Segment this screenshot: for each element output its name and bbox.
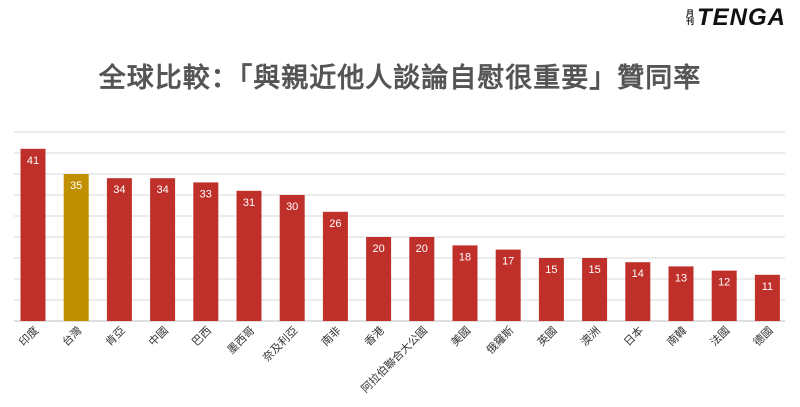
data-label: 34 <box>156 184 168 196</box>
category-label: 法國 <box>707 323 732 348</box>
category-label: 南韓 <box>664 324 689 349</box>
chart-title: 全球比較：「與親近他人談論自慰很重要」贊同率 <box>98 63 702 94</box>
bar <box>236 190 262 321</box>
data-label: 31 <box>243 197 255 209</box>
bar <box>322 211 348 321</box>
category-label: 印度 <box>16 323 41 348</box>
bar <box>193 182 219 321</box>
data-label: 35 <box>70 180 82 192</box>
logo-small-text: 月 刊 <box>686 10 694 26</box>
logo-small-bottom: 刊 <box>686 17 694 26</box>
data-label: 20 <box>372 243 384 255</box>
category-label: 英國 <box>534 323 559 348</box>
brand-logo: 月 刊 TENGA <box>686 4 786 32</box>
bar <box>668 266 694 321</box>
bar <box>452 245 478 321</box>
data-label: 18 <box>459 251 471 263</box>
bar <box>711 270 737 321</box>
category-label: 中國 <box>146 324 171 349</box>
bar <box>538 258 564 321</box>
data-label: 17 <box>502 256 514 268</box>
grid-lines <box>14 131 785 322</box>
category-label: 日本 <box>621 323 646 348</box>
data-label: 14 <box>632 268 644 280</box>
data-label: 15 <box>588 264 600 276</box>
category-label: 德國 <box>750 323 775 348</box>
category-label: 奈及利亞 <box>259 323 300 364</box>
category-label: 澳洲 <box>578 324 603 349</box>
category-label: 台灣 <box>59 323 84 348</box>
category-label: 香港 <box>362 324 387 349</box>
logo-small-top: 月 <box>686 9 694 18</box>
data-label: 33 <box>200 188 212 200</box>
data-label: 30 <box>286 201 298 213</box>
data-label: 13 <box>675 272 687 284</box>
category-label: 俄羅斯 <box>484 324 517 357</box>
data-label: 26 <box>329 218 341 230</box>
data-label: 15 <box>545 264 557 276</box>
bar <box>106 178 132 321</box>
category-label: 墨西哥 <box>225 324 258 357</box>
bar <box>754 274 780 321</box>
category-label: 南非 <box>319 324 344 349</box>
data-label: 34 <box>113 184 125 196</box>
data-label: 41 <box>27 155 39 167</box>
data-label: 11 <box>762 281 773 293</box>
category-label: 巴西 <box>189 324 214 349</box>
bar <box>20 148 46 321</box>
data-label: 12 <box>718 277 730 289</box>
bar <box>366 237 392 321</box>
bar <box>582 258 608 321</box>
bar <box>279 195 305 321</box>
data-label: 20 <box>416 243 428 255</box>
bar <box>625 262 651 321</box>
bars: 41 35 34 34 33 31 30 26 20 20 18 17 15 15 14 13 12 11 <box>20 148 780 321</box>
category-label: 美國 <box>448 324 473 349</box>
logo-main-text: TENGA <box>697 4 786 31</box>
bar <box>150 178 176 321</box>
bar <box>495 249 521 321</box>
category-label: 肯亞 <box>103 324 128 349</box>
bar <box>63 174 89 321</box>
bar <box>409 237 435 321</box>
